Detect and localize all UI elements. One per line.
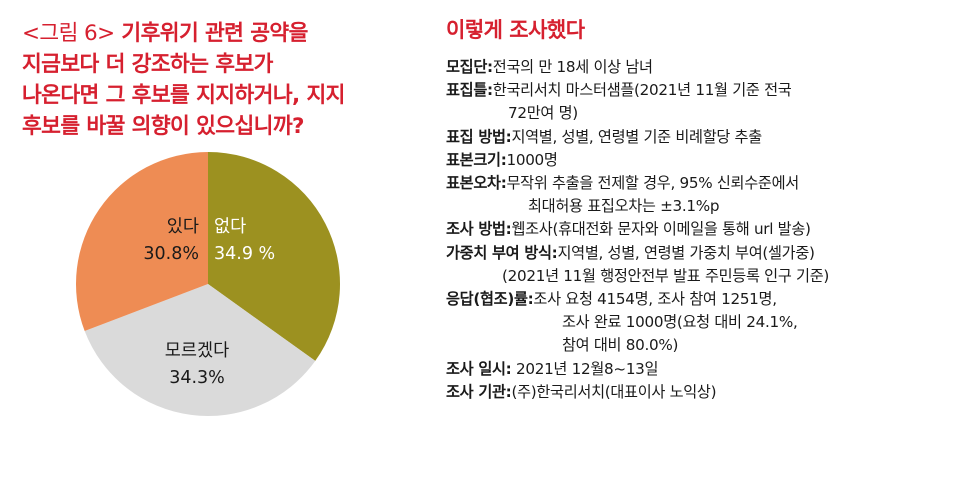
pie-slice-label: 모르겠다 xyxy=(165,341,229,361)
method-item-value: (주)한국리서치(대표이사 노익상) xyxy=(511,382,717,401)
method-item-value: 한국리서치 마스터샘플(2021년 11월 기준 전국 xyxy=(492,81,792,100)
pie-slice-value: 34.3% xyxy=(169,368,225,388)
method-item: 표집틀:한국리서치 마스터샘플(2021년 11월 기준 전국 72만여 명) xyxy=(446,79,946,125)
figure-label: <그림 6> xyxy=(22,21,115,46)
pie-slice xyxy=(75,152,208,332)
method-item-key: 조사 일시: xyxy=(446,359,512,378)
method-item-key: 표집틀: xyxy=(446,81,493,100)
method-item: 응답(협조)률:조사 요청 4154명, 조사 참여 1251명, 조사 완료 1… xyxy=(446,288,946,358)
method-item-value: 1000명 xyxy=(506,150,558,169)
pie-slice-label: 없다 xyxy=(214,217,246,237)
question-line-3: 나온다면 그 후보를 지지하거나, 지지 xyxy=(22,83,345,108)
method-item-value: 지역별, 성별, 연령별 가중치 부여(셀가중) xyxy=(557,243,815,262)
method-item-key: 가중치 부여 방식: xyxy=(446,243,558,262)
method-item-key: 표집 방법: xyxy=(446,127,512,146)
method-item-key: 모집단: xyxy=(446,58,493,76)
method-item-key: 조사 방법: xyxy=(446,220,512,239)
method-item: 모집단:전국의 만 18세 이상 남녀 xyxy=(446,56,946,79)
method-item: 표집 방법:지역별, 성별, 연령별 기준 비례할당 추출 xyxy=(446,126,946,149)
question-line-1: <그림 6> 기후위기 관련 공약을 xyxy=(22,18,422,49)
pie-slice-label: 있다 xyxy=(167,217,199,237)
method-item-continuation: (2021년 11월 행정안전부 발표 주민등록 인구 기준) xyxy=(502,266,830,285)
method-item: 조사 일시: 2021년 12월8~13일 xyxy=(446,358,946,381)
method-item-value: 전국의 만 18세 이상 남녀 xyxy=(492,58,653,76)
method-item-continuation: 72만여 명) xyxy=(508,104,578,123)
pie-chart: 없다 34.9 % 모르겠다 34.3% 있다 30.8% xyxy=(75,152,341,416)
method-item-value: 조사 요청 4154명, 조사 참여 1251명, xyxy=(533,290,777,309)
method-item-continuation: 참여 대비 80.0%) xyxy=(562,336,679,355)
question-heading: <그림 6> 기후위기 관련 공약을 지금보다 더 강조하는 후보가 나온다면 … xyxy=(22,18,422,142)
question-line-2: 지금보다 더 강조하는 후보가 xyxy=(22,52,273,77)
method-item-key: 표본크기: xyxy=(446,150,507,169)
method-item-value: 무작위 추출을 전제할 경우, 95% 신뢰수준에서 xyxy=(506,174,799,193)
method-item-key: 조사 기관: xyxy=(446,382,512,401)
pie-slice-value: 30.8% xyxy=(143,244,199,264)
question-text-1: 기후위기 관련 공약을 xyxy=(114,21,308,46)
method-item: 가중치 부여 방식:지역별, 성별, 연령별 가중치 부여(셀가중) (2021년… xyxy=(446,242,946,288)
method-item-continuation: 최대허용 표집오차는 ±3.1%p xyxy=(528,197,720,216)
method-item: 조사 방법:웹조사(휴대전화 문자와 이메일을 통해 url 발송) xyxy=(446,218,946,241)
method-item: 조사 기관:(주)한국리서치(대표이사 노익상) xyxy=(446,381,946,404)
method-list: 모집단:전국의 만 18세 이상 남녀 표집틀:한국리서치 마스터샘플(2021년… xyxy=(446,56,946,404)
method-item-value: 웹조사(휴대전화 문자와 이메일을 통해 url 발송) xyxy=(511,220,811,239)
method-item-value: 지역별, 성별, 연령별 기준 비례할당 추출 xyxy=(511,127,762,146)
pie-slice xyxy=(208,152,341,361)
method-item-key: 표본오차: xyxy=(446,174,507,193)
method-item-continuation: 조사 완료 1000명(요청 대비 24.1%, xyxy=(562,313,798,332)
question-line-4: 후보를 바꿀 의향이 있으십니까? xyxy=(22,114,304,139)
method-item-value: 2021년 12월8~13일 xyxy=(511,359,659,378)
pie-slice-value: 34.9 % xyxy=(214,244,275,264)
method-item: 표본크기:1000명 xyxy=(446,149,946,172)
method-title: 이렇게 조사했다 xyxy=(446,18,585,42)
pie-slice xyxy=(84,284,316,416)
method-item-key: 응답(협조)률: xyxy=(446,290,534,309)
survey-method-panel: 이렇게 조사했다 모집단:전국의 만 18세 이상 남녀 표집틀:한국리서치 마스… xyxy=(446,14,946,404)
